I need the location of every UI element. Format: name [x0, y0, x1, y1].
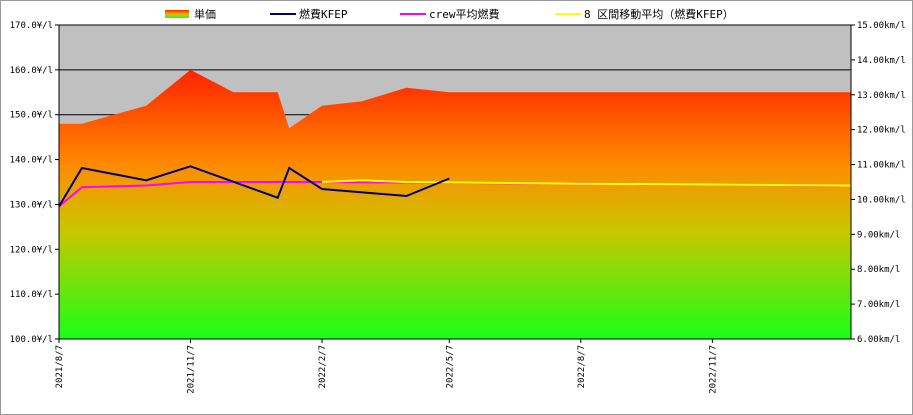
kfep-line: [58, 165, 450, 207]
legend-label: 単価: [194, 7, 216, 21]
y-left-tick-label: 110.0¥/l: [10, 290, 53, 300]
y-right-tick-label: 11.00km/l: [857, 161, 906, 171]
x-tick-label: 2022/2/7: [318, 345, 328, 388]
x-tick-label: 2021/8/7: [55, 345, 65, 388]
y-left-tick-label: 120.0¥/l: [10, 245, 53, 255]
x-tick-label: 2022/11/7: [708, 345, 718, 394]
y-right-tick-label: 8.00km/l: [857, 265, 900, 275]
moving-avg-line: [321, 179, 852, 187]
legend: 単価 燃費KFEP crew平均燃費 8 区間移動平均（燃費KFEP）: [165, 7, 734, 21]
series-lines: [58, 165, 852, 208]
y-right-tick-label: 6.00km/l: [857, 335, 900, 345]
price-area: [59, 69, 851, 340]
y-left-tick-label: 140.0¥/l: [10, 156, 53, 166]
y-right-tick-label: 13.00km/l: [857, 91, 906, 101]
y-left-tick-label: 170.0¥/l: [10, 21, 53, 31]
y-left-tick-label: 130.0¥/l: [10, 200, 53, 210]
y-left-tick-label: 100.0¥/l: [10, 335, 53, 345]
y-right-tick-label: 7.00km/l: [857, 300, 900, 310]
legend-label: crew平均燃費: [429, 7, 500, 21]
y-left-tick-label: 150.0¥/l: [10, 111, 53, 121]
y-right-tick-label: 12.00km/l: [857, 126, 906, 136]
plot-border: [58, 24, 852, 340]
legend-label: 8 区間移動平均（燃費KFEP）: [584, 7, 734, 21]
y-right-tick-label: 15.00km/l: [857, 21, 906, 31]
price-area-fill: [59, 69, 851, 340]
axis-ticks: 100.0¥/l 110.0¥/l 120.0¥/l 130.0¥/l 140.0¥/l…: [10, 21, 906, 394]
y-right-tick-label: 10.00km/l: [857, 195, 906, 205]
x-tick-label: 2021/11/7: [187, 345, 197, 394]
y-right-tick-label: 9.00km/l: [857, 230, 900, 240]
legend-label: 燃費KFEP: [299, 7, 348, 21]
x-tick-label: 2022/8/7: [577, 345, 587, 388]
y-left-tick-label: 160.0¥/l: [10, 66, 53, 76]
x-tick-label: 2022/5/7: [445, 345, 455, 388]
legend-swatch-area: [165, 10, 189, 18]
y-right-tick-label: 14.00km/l: [857, 56, 906, 66]
